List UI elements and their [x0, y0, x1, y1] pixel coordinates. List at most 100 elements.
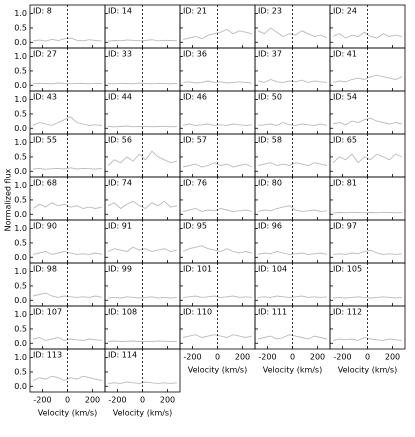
y-tick-label: 0.0	[14, 81, 27, 90]
flux-line	[183, 123, 252, 126]
x-tick-label: 200	[160, 396, 175, 405]
flux-line	[333, 211, 402, 214]
x-tick-label: 0	[140, 396, 145, 405]
flux-line	[332, 117, 403, 126]
y-tick-label: 0.5	[14, 66, 27, 75]
panel-title: ID: 90	[33, 222, 57, 231]
panel-title: ID: 108	[108, 308, 137, 317]
flux-line	[107, 200, 177, 210]
panel-title: ID: 98	[33, 265, 57, 274]
x-axis-label: Velocity (km/s)	[338, 366, 397, 375]
x-tick-label: 200	[85, 396, 100, 405]
x-tick-label: 200	[310, 353, 325, 362]
panel-title: ID: 74	[108, 179, 132, 188]
y-tick-label: 0.0	[14, 296, 27, 305]
panel-title: ID: 44	[108, 93, 132, 102]
y-tick-label: 0.0	[14, 339, 27, 348]
y-tick-label: 0.5	[14, 281, 27, 290]
panel-title: ID: 14	[108, 7, 132, 16]
panel-title: ID: 43	[33, 93, 57, 102]
flux-line	[107, 150, 178, 166]
panel-title: ID: 97	[333, 222, 357, 231]
y-tick-label: 0.0	[14, 167, 27, 176]
y-tick-label: 1.0	[14, 224, 27, 233]
panel-title: ID: 113	[33, 351, 62, 360]
y-tick-label: 0.5	[14, 23, 27, 32]
panel-title: ID: 36	[183, 50, 207, 59]
flux-line	[182, 162, 253, 168]
x-tick-label: 0	[290, 353, 295, 362]
panel-title: ID: 65	[333, 136, 357, 145]
x-tick-label: -200	[108, 396, 126, 405]
flux-line	[333, 296, 402, 299]
flux-line	[258, 205, 327, 212]
panel-title: ID: 96	[258, 222, 282, 231]
flux-line	[183, 28, 253, 40]
x-axis-label: Velocity (km/s)	[263, 366, 322, 375]
y-tick-label: 0.5	[14, 367, 27, 376]
x-tick-label: 0	[215, 353, 220, 362]
panel-title: ID: 91	[108, 222, 132, 231]
flux-line	[32, 116, 102, 126]
panel-title: ID: 99	[108, 265, 132, 274]
x-axis-label: Velocity (km/s)	[188, 366, 247, 375]
flux-line	[33, 167, 102, 170]
x-tick-label: 200	[235, 353, 250, 362]
y-tick-label: 0.5	[14, 152, 27, 161]
panel-title: ID: 56	[108, 136, 132, 145]
y-tick-label: 0.5	[14, 238, 27, 247]
y-tick-label: 1.0	[14, 181, 27, 190]
panel-title: ID: 55	[33, 136, 57, 145]
y-tick-label: 0.5	[14, 324, 27, 333]
panel-title: ID: 24	[333, 7, 357, 16]
panel-title: ID: 81	[333, 179, 357, 188]
flux-line	[108, 125, 177, 128]
panel-title: ID: 111	[258, 308, 287, 317]
panel-title: ID: 41	[333, 50, 357, 59]
panel-title: ID: 101	[183, 265, 212, 274]
panel-title: ID: 95	[183, 222, 207, 231]
flux-line	[108, 39, 177, 42]
flux-line	[258, 122, 327, 126]
panel-title: ID: 58	[258, 136, 282, 145]
panel-title: ID: 37	[258, 50, 282, 59]
panel-title: ID: 107	[33, 308, 62, 317]
panel-title: ID: 33	[108, 50, 132, 59]
flux-line	[333, 74, 403, 83]
flux-line	[108, 82, 177, 85]
flux-line	[182, 245, 253, 254]
flux-line	[333, 249, 402, 255]
flux-line	[33, 82, 102, 85]
panel-title: ID: 23	[258, 7, 282, 16]
panel-title: ID: 8	[33, 7, 52, 16]
panel-title: ID: 104	[258, 265, 287, 274]
flux-line	[258, 162, 327, 166]
panel-title: ID: 50	[258, 93, 282, 102]
y-axis-label: Normalized flux	[4, 168, 13, 231]
x-tick-label: -200	[258, 353, 276, 362]
x-tick-label: -200	[333, 353, 351, 362]
x-tick-label: 0	[65, 396, 70, 405]
x-tick-label: 200	[385, 353, 400, 362]
y-tick-label: 0.0	[14, 253, 27, 262]
panel-title: ID: 80	[258, 179, 282, 188]
y-tick-label: 1.0	[14, 353, 27, 362]
y-tick-label: 1.0	[14, 95, 27, 104]
flux-line	[258, 295, 327, 298]
x-tick-label: 0	[365, 353, 370, 362]
flux-line	[108, 296, 177, 299]
panel-title: ID: 57	[183, 136, 207, 145]
panel-title: ID: 21	[183, 7, 207, 16]
y-tick-label: 0.5	[14, 195, 27, 204]
panel-title: ID: 46	[183, 93, 207, 102]
flux-line	[108, 340, 177, 342]
panel-frame	[104, 348, 181, 393]
y-tick-label: 0.0	[14, 382, 27, 391]
y-tick-label: 0.5	[14, 109, 27, 118]
y-tick-label: 1.0	[14, 138, 27, 147]
panel-title: ID: 68	[33, 179, 57, 188]
panel-title: ID: 114	[108, 351, 137, 360]
flux-line	[258, 251, 327, 255]
x-tick-label: -200	[33, 396, 51, 405]
